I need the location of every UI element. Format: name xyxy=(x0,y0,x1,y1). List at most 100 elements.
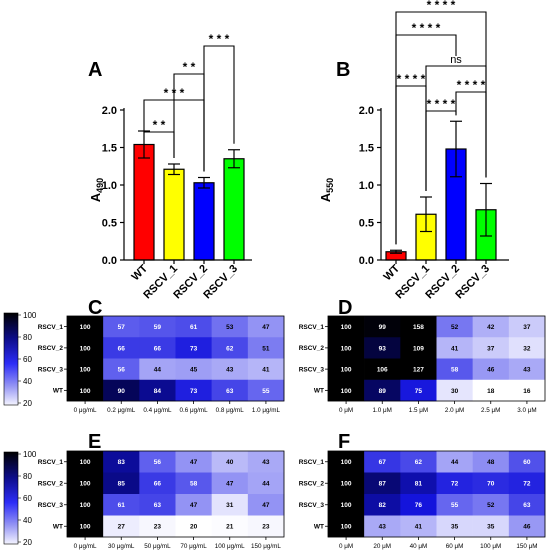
cell-value-label: 59 xyxy=(154,324,162,331)
cell-value-label: 44 xyxy=(451,459,459,466)
cell-value-label: 32 xyxy=(523,345,531,352)
cell-value-label: 58 xyxy=(451,367,459,374)
y-tick-label: 2.0 xyxy=(102,105,117,117)
bar xyxy=(223,158,245,261)
cell-value-label: 30 xyxy=(451,388,459,395)
cell-value-label: 57 xyxy=(118,324,126,331)
cell-value-label: 100 xyxy=(80,388,91,395)
cell-value-label: 73 xyxy=(190,345,198,352)
x-tick-label: WT xyxy=(130,262,151,283)
cell-value-label: 127 xyxy=(413,367,424,374)
heatmap-cell xyxy=(103,316,140,338)
cell-value-label: 100 xyxy=(341,388,352,395)
heatmap-cell xyxy=(139,316,176,338)
cell-value-label: 47 xyxy=(190,502,198,509)
heatmap-cell xyxy=(364,472,401,495)
cell-value-label: 27 xyxy=(118,524,126,531)
cell-value-label: 72 xyxy=(523,481,531,488)
heatmap-cell xyxy=(328,494,365,516)
y-tick-label: 1.0 xyxy=(359,180,374,192)
heatmap-cell xyxy=(400,472,437,495)
heatmap-cell xyxy=(328,316,365,338)
cell-value-label: 100 xyxy=(80,524,91,531)
heatmap-cell xyxy=(67,316,104,338)
significance-label: * * * * xyxy=(397,72,426,86)
colorbar-tick-label: 100 xyxy=(23,450,37,459)
heatmap-cell xyxy=(175,494,212,516)
heatmap-frame xyxy=(327,450,546,538)
cell-value-label: 52 xyxy=(487,502,495,509)
cell-value-label: 61 xyxy=(118,502,126,509)
cell-value-label: 61 xyxy=(190,324,198,331)
bar xyxy=(193,182,215,261)
column-label: 1.0 μg/mL xyxy=(252,407,281,414)
heatmap-cell xyxy=(364,515,401,538)
cell-value-label: 89 xyxy=(379,388,387,395)
cell-value-label: 44 xyxy=(262,481,270,488)
heatmap-cell xyxy=(400,515,437,538)
heatmap-c: C 100 57 59 61 53 47 100 66 66 73 62 51 100 56 44 45 43 4… xyxy=(38,297,285,414)
heatmap-cell xyxy=(247,515,285,538)
heatmap-cell xyxy=(211,337,249,359)
heatmap-cell xyxy=(364,316,401,338)
cell-value-label: 66 xyxy=(118,345,126,352)
bar xyxy=(133,143,155,261)
significance-bracket xyxy=(203,45,235,172)
cell-value-label: 100 xyxy=(341,524,352,531)
cell-value-label: 87 xyxy=(379,481,387,488)
heatmap-cell xyxy=(400,494,437,516)
panel-label-c: C xyxy=(88,297,102,319)
column-label: 100 μg/mL xyxy=(215,543,245,550)
cell-value-label: 58 xyxy=(190,481,198,488)
heatmap-cell xyxy=(508,316,546,338)
cell-value-label: 81 xyxy=(415,481,423,488)
row-label: RSCV_3 xyxy=(299,502,325,509)
cell-value-label: 18 xyxy=(487,388,495,395)
heatmap-cell xyxy=(472,379,510,402)
cell-value-label: 40 xyxy=(226,459,234,466)
heatmap-cell xyxy=(436,472,473,495)
column-label: 30 μg/mL xyxy=(108,543,135,550)
colorbar-tick-label: 60 xyxy=(23,355,32,364)
row-label: WT xyxy=(314,524,324,531)
heatmap-d: D 100 99 158 52 42 37 100 93 109 41 37 32 100 106 127 5… xyxy=(299,297,546,414)
column-label: 3.0 μM xyxy=(517,407,536,414)
y-tick-label: 1.5 xyxy=(359,143,374,155)
column-label: 2.5 μM xyxy=(481,407,500,414)
heatmap-cell xyxy=(328,379,365,402)
heatmap-cell xyxy=(139,379,176,402)
heatmap-cell xyxy=(211,494,249,516)
cell-value-label: 106 xyxy=(377,367,388,374)
cell-value-label: 37 xyxy=(487,345,495,352)
heatmap-cell xyxy=(400,337,437,359)
cell-value-label: 47 xyxy=(190,459,198,466)
column-label: 70 μg/mL xyxy=(180,543,207,550)
cell-value-label: 82 xyxy=(379,502,387,509)
heatmap-cell xyxy=(328,451,365,473)
heatmap-cell xyxy=(436,515,473,538)
cell-value-label: 48 xyxy=(487,459,495,466)
heatmap-cell xyxy=(508,337,546,359)
significance-label: * * * xyxy=(209,32,230,46)
cell-value-label: 83 xyxy=(118,459,126,466)
heatmap-cell xyxy=(364,337,401,359)
heatmap-cell xyxy=(175,358,212,381)
cell-value-label: 84 xyxy=(154,388,162,395)
column-label: 0 μM xyxy=(339,543,353,550)
heatmap-cell xyxy=(175,515,212,538)
column-label: 40 μM xyxy=(410,543,428,550)
cell-value-label: 41 xyxy=(451,345,459,352)
colorbar-tick-label: 60 xyxy=(23,494,32,503)
cell-value-label: 62 xyxy=(226,345,234,352)
y-tick-label: 2.0 xyxy=(359,105,374,117)
cell-value-label: 63 xyxy=(523,502,531,509)
y-axis-label-a: A490 xyxy=(88,178,105,202)
cell-value-label: 72 xyxy=(451,481,459,488)
colorbar-bottom: 100 80 60 40 20 xyxy=(3,450,37,547)
cell-value-label: 42 xyxy=(487,324,495,331)
row-label: WT xyxy=(53,524,63,531)
heatmap-cell xyxy=(400,358,437,381)
heatmap-cell xyxy=(472,316,510,338)
heatmap-cell xyxy=(472,515,510,538)
cell-value-label: 100 xyxy=(80,502,91,509)
